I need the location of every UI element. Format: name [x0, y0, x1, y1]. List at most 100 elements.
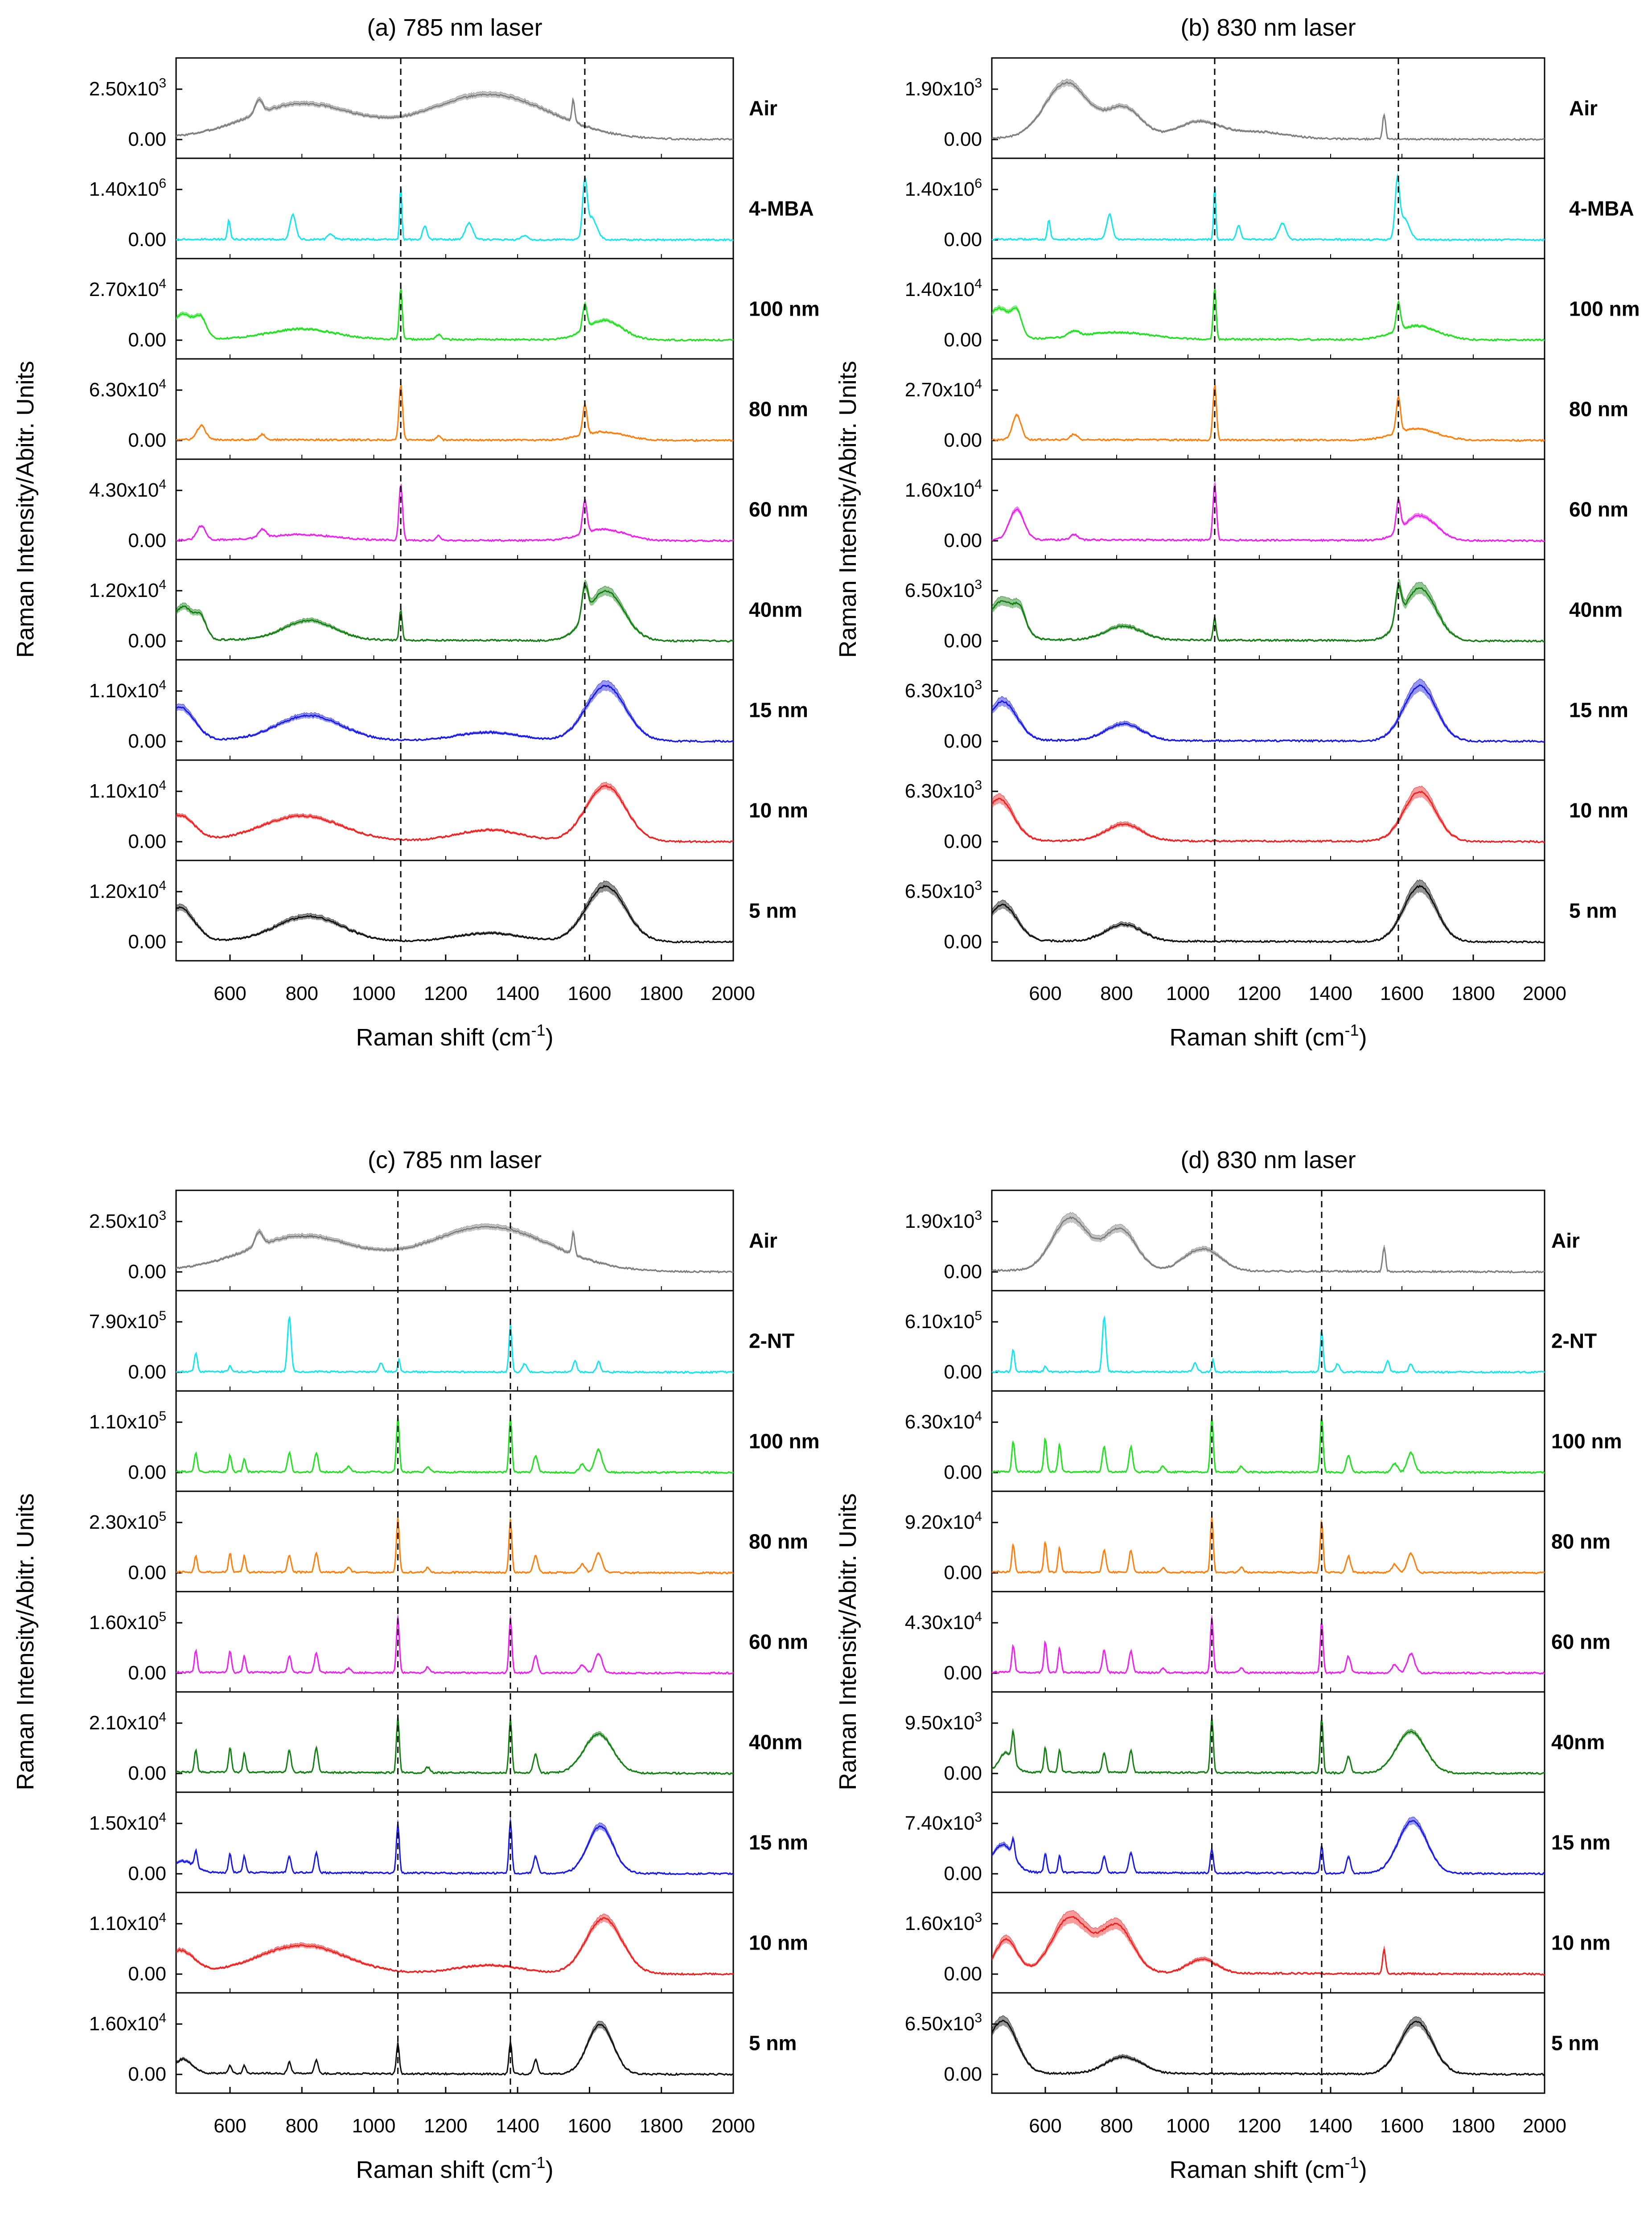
series-label: 40nm	[749, 1731, 802, 1754]
panel-frame	[991, 1892, 1545, 1994]
series-max-line	[992, 1415, 1545, 1473]
y-tick-label-zero: 0.00	[128, 730, 166, 752]
y-tick-label-top: 1.40x106	[89, 176, 166, 200]
panel-frame	[991, 1189, 1545, 1292]
series-label: 2-NT	[749, 1329, 794, 1353]
series-line	[992, 1216, 1545, 1274]
series-line	[176, 1917, 733, 1976]
series-max-line	[176, 1913, 733, 1975]
series-line	[176, 93, 733, 141]
series-band	[992, 482, 1545, 542]
series-max-line	[992, 78, 1545, 140]
x-tick-label: 1200	[1237, 2115, 1281, 2137]
panel-10-nm: 1.60x103 0.00 10 nm	[905, 1892, 1611, 1994]
x-tick-label: 1400	[1309, 2115, 1352, 2137]
series-line	[176, 1820, 733, 1876]
panel-4-mba: 1.40x106 0.00 4-MBA	[89, 157, 814, 259]
series-band	[992, 1615, 1545, 1675]
y-tick-label-zero: 0.00	[128, 1863, 166, 1884]
series-line	[992, 790, 1545, 843]
series-label: Air	[1569, 97, 1598, 120]
y-tick-label-zero: 0.00	[128, 1662, 166, 1684]
y-tick-label-zero: 0.00	[128, 1361, 166, 1383]
y-axis-label: Raman Intensity/Abitr. Units	[12, 361, 39, 658]
chart-d: (d) 830 nm laser Raman Intensity/Abitr. U…	[834, 1147, 1622, 2183]
series-band	[176, 580, 733, 642]
series-band	[176, 1316, 733, 1374]
y-tick-label-zero: 0.00	[128, 1562, 166, 1584]
series-label: 100 nm	[749, 297, 820, 321]
y-tick-label-zero: 0.00	[944, 2063, 982, 2085]
y-tick-label-zero: 0.00	[944, 1863, 982, 1884]
panel-60-nm: 4.30x104 0.00 60 nm	[89, 458, 808, 560]
y-tick-label-top: 1.90x103	[905, 1208, 982, 1232]
y-tick-label-zero: 0.00	[944, 530, 982, 551]
x-tick-label: 1600	[567, 2115, 611, 2137]
panel-frame	[991, 258, 1545, 360]
y-tick-label-zero: 0.00	[944, 1361, 982, 1383]
series-max-line	[992, 1910, 1545, 1975]
series-band	[176, 286, 733, 342]
series-line	[992, 2020, 1545, 2077]
panel-frame	[175, 1892, 734, 1994]
x-tick-label: 1600	[1380, 983, 1424, 1004]
panel-frame	[991, 860, 1545, 962]
series-band	[992, 1514, 1545, 1574]
y-tick-label-top: 6.30x103	[905, 778, 982, 802]
series-max-line	[176, 1316, 733, 1373]
series-max-line	[176, 286, 733, 341]
panel-10-nm: 1.10x104 0.00 10 nm	[89, 759, 808, 861]
series-max-line	[992, 879, 1545, 943]
y-tick-label-top: 4.30x104	[905, 1609, 982, 1633]
y-tick-label-top: 2.10x104	[89, 1710, 166, 1734]
y-tick-label-top: 1.50x104	[89, 1810, 166, 1834]
series-label: 40nm	[749, 598, 802, 621]
series-line	[992, 1617, 1545, 1675]
series-max-line	[992, 173, 1545, 241]
series-line	[992, 484, 1545, 543]
series-label: 60 nm	[749, 498, 808, 521]
series-band	[992, 1212, 1545, 1273]
panel-100-nm: 1.10x105 0.00 100 nm	[89, 1390, 820, 1492]
panel-frame	[991, 1290, 1545, 1392]
series-label: 100 nm	[1551, 1430, 1622, 1453]
panel-frame	[175, 358, 734, 460]
x-tick-label: 600	[214, 2115, 246, 2137]
panel-80-nm: 2.30x105 0.00 80 nm	[89, 1490, 808, 1592]
series-max-line	[176, 680, 733, 742]
series-line	[176, 484, 733, 543]
x-tick-label: 2000	[1523, 983, 1566, 1004]
series-line	[176, 684, 733, 743]
x-tick-label: 1200	[424, 983, 468, 1004]
series-band	[992, 1817, 1545, 1875]
y-tick-label-top: 1.90x103	[905, 76, 982, 100]
series-label: 15 nm	[1569, 699, 1628, 722]
panel-frame	[991, 659, 1545, 761]
series-max-line	[176, 1415, 733, 1473]
series-line	[992, 885, 1545, 944]
series-band	[176, 1714, 733, 1775]
panel-15-nm: 7.40x103 0.00 15 nm	[905, 1791, 1611, 1893]
panel-60-nm: 4.30x104 0.00 60 nm	[905, 1591, 1611, 1693]
x-tick-label: 600	[214, 983, 246, 1004]
y-tick-label-zero: 0.00	[128, 1963, 166, 1985]
y-tick-label-top: 1.10x105	[89, 1409, 166, 1433]
series-max-line	[176, 1714, 733, 1774]
series-line	[992, 684, 1545, 743]
panel-frame	[991, 1490, 1545, 1592]
panel-2-nt: 7.90x105 0.00 2-NT	[89, 1290, 794, 1392]
series-label: 2-NT	[1551, 1329, 1597, 1353]
series-line	[992, 1417, 1545, 1474]
panel-5-nm: 6.50x103 0.00 5 nm	[905, 860, 1617, 962]
y-tick-label-top: 2.70x104	[89, 276, 166, 300]
x-axis-label: Raman shift (cm-1)	[356, 1021, 553, 1051]
y-tick-label-zero: 0.00	[128, 1261, 166, 1283]
y-tick-label-top: 1.20x104	[89, 577, 166, 601]
chart-title: (a) 785 nm laser	[367, 14, 542, 41]
series-line	[992, 1516, 1545, 1575]
series-line	[992, 1317, 1545, 1374]
panel-40nm: 9.50x103 0.00 40nm	[905, 1691, 1605, 1793]
series-max-line	[176, 1515, 733, 1574]
series-line	[176, 1317, 733, 1374]
series-label: 4-MBA	[749, 197, 814, 220]
